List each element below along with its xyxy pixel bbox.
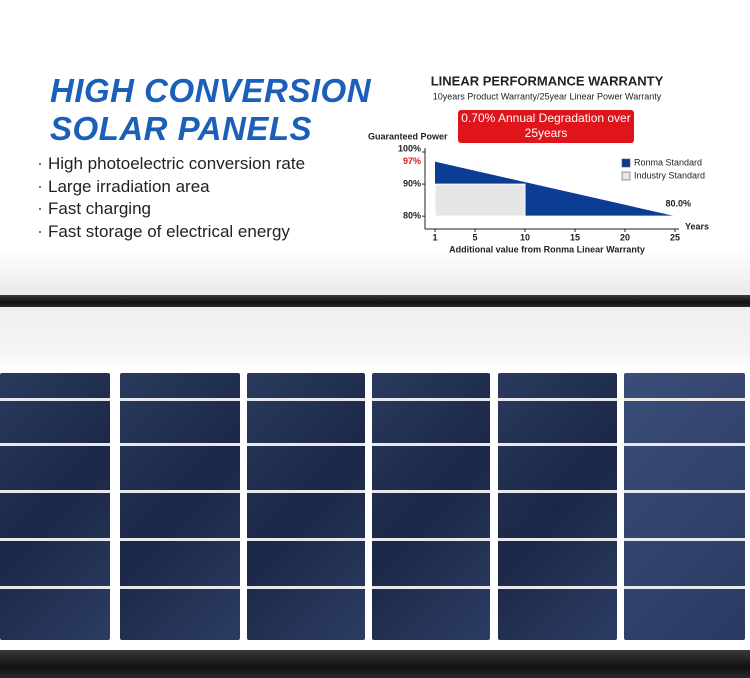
- x-tick-label: 15: [570, 232, 580, 242]
- x-tick-label: 25: [670, 232, 680, 242]
- y-axis-label: Guaranteed Power: [368, 131, 448, 141]
- legend-swatch: [621, 158, 631, 168]
- bullet: High photoelectric conversion rate: [38, 154, 306, 173]
- frame-rail: [0, 295, 750, 307]
- cell-column: [372, 373, 490, 640]
- cell-column: [624, 373, 745, 640]
- chart-subtitle: 10years Product Warranty/25year Linear P…: [433, 91, 662, 101]
- chart-title: LINEAR PERFORMANCE WARRANTY: [431, 73, 664, 88]
- cell-column: [0, 373, 110, 640]
- cell-column: [120, 373, 240, 640]
- area: [434, 183, 675, 217]
- x-tick-label: 1: [432, 232, 437, 242]
- bullet: Large irradiation area: [39, 177, 210, 196]
- heading: HIGH CONVERSION: [50, 72, 372, 109]
- legend-label: Industry Standard: [634, 170, 705, 180]
- cell-column: [498, 373, 617, 640]
- x-tick-label: 5: [472, 232, 477, 242]
- value-label: 97%: [403, 156, 421, 166]
- legend-label: Ronma Standard: [634, 157, 702, 167]
- annotation: 0.70% Annual Degradation over 25years: [458, 110, 634, 143]
- caption: Additional value from Ronma Linear Warra…: [449, 244, 645, 254]
- heading: SOLAR PANELS: [50, 110, 313, 147]
- bullet: Fast storage of electrical energy: [39, 222, 290, 241]
- cell-column: [247, 373, 365, 640]
- bullet: Fast charging: [39, 199, 151, 218]
- x-tick-label: 20: [620, 232, 630, 242]
- warranty-chart: LINEAR PERFORMANCE WARRANTY 10years Prod…: [368, 73, 709, 254]
- solar-panel-photo: [0, 250, 750, 678]
- area: [435, 161, 675, 217]
- y-tick-label: 80%: [403, 211, 421, 221]
- x-axis-label: Years: [685, 221, 709, 231]
- value-label: 80.0%: [665, 199, 691, 209]
- y-tick-label: 90%: [403, 178, 421, 188]
- legend-swatch: [621, 171, 631, 181]
- frame-rail: [0, 650, 750, 678]
- x-tick-label: 10: [520, 232, 530, 242]
- y-tick-label: 100%: [398, 143, 421, 153]
